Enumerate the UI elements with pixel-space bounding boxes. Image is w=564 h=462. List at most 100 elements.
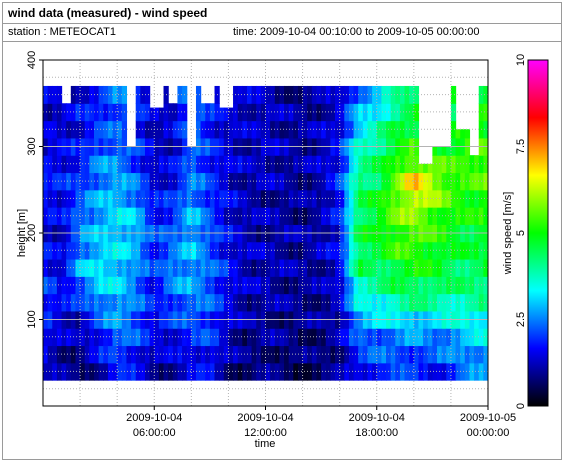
heatmap-cell bbox=[362, 172, 369, 191]
y-tick-label: 200 bbox=[26, 224, 38, 242]
heatmap-cell bbox=[474, 276, 480, 295]
heatmap-cell bbox=[246, 172, 253, 191]
heatmap-cell bbox=[117, 345, 123, 364]
heatmap-cell bbox=[297, 189, 304, 208]
heatmap-cell bbox=[177, 258, 183, 277]
heatmap-cell bbox=[321, 120, 327, 139]
heatmap-cell bbox=[460, 362, 466, 381]
heatmap-cell bbox=[418, 163, 424, 174]
heatmap-cell bbox=[43, 328, 49, 347]
heatmap-cell bbox=[205, 172, 211, 191]
grid-lines bbox=[43, 60, 488, 406]
colorbar-tick-label: 5 bbox=[515, 230, 527, 236]
heatmap-cell bbox=[177, 103, 183, 122]
heatmap-cell bbox=[464, 293, 471, 312]
heatmap-cell bbox=[455, 129, 461, 139]
heatmap-cell bbox=[177, 189, 183, 208]
heatmap-cell bbox=[423, 163, 429, 174]
heatmap-cell bbox=[307, 345, 313, 364]
heatmap-cell bbox=[474, 189, 480, 208]
heatmap-cell bbox=[186, 276, 192, 295]
heatmap-cell bbox=[330, 120, 336, 139]
heatmap-cell bbox=[483, 362, 488, 381]
heatmap-cell bbox=[464, 207, 471, 225]
heatmap-cell bbox=[399, 120, 406, 139]
heatmap-cell bbox=[288, 103, 294, 122]
heatmap-cell bbox=[288, 172, 294, 191]
heatmap-cell bbox=[302, 155, 308, 174]
heatmap-cell bbox=[348, 172, 355, 191]
heatmap-cell bbox=[209, 328, 216, 347]
heatmap-cell bbox=[307, 328, 313, 347]
heatmap-cell bbox=[413, 276, 420, 295]
heatmap-cell bbox=[270, 189, 276, 208]
heatmap-cell bbox=[460, 172, 466, 191]
heatmap-cell bbox=[177, 85, 183, 104]
heatmap-cell bbox=[270, 276, 276, 295]
heatmap-cell bbox=[66, 241, 72, 260]
heatmap-cell bbox=[219, 189, 225, 208]
heatmap-cell bbox=[353, 172, 359, 191]
heatmap-cell bbox=[52, 189, 58, 208]
heatmap-cell bbox=[66, 189, 72, 208]
heatmap-cell bbox=[256, 241, 262, 260]
heatmap-cell bbox=[372, 155, 378, 174]
heatmap-cell bbox=[205, 241, 211, 260]
heatmap-cell bbox=[117, 103, 123, 122]
heatmap-cell bbox=[246, 103, 253, 122]
heatmap-cell bbox=[126, 207, 132, 225]
heatmap-cell bbox=[311, 241, 318, 260]
heatmap-cell bbox=[372, 276, 378, 295]
heatmap-cell bbox=[107, 258, 114, 277]
heatmap-cell bbox=[321, 85, 327, 104]
heatmap-cell bbox=[237, 293, 243, 312]
heatmap-cell bbox=[168, 362, 174, 381]
heatmap-cell bbox=[279, 258, 285, 277]
heatmap-cell bbox=[460, 258, 466, 277]
heatmap-cell bbox=[381, 155, 387, 174]
heatmap-cell bbox=[177, 155, 183, 174]
heatmap-cell bbox=[126, 146, 132, 156]
heatmap-cell bbox=[311, 345, 318, 364]
heatmap-cell bbox=[126, 345, 132, 364]
heatmap-cell bbox=[311, 328, 318, 347]
heatmap-cell bbox=[98, 103, 104, 122]
x-tick-label-time: 12:00:00 bbox=[244, 427, 287, 439]
heatmap-cell bbox=[144, 207, 151, 225]
heatmap-cell bbox=[297, 120, 304, 139]
heatmap-cell bbox=[154, 328, 160, 347]
heatmap-cell bbox=[98, 276, 104, 295]
heatmap-cell bbox=[381, 103, 387, 122]
heatmap-cell bbox=[483, 172, 488, 191]
heatmap-cell bbox=[56, 172, 63, 191]
heatmap-cell bbox=[186, 189, 192, 208]
heatmap-cell bbox=[209, 276, 216, 295]
heatmap-cell bbox=[413, 207, 420, 225]
heatmap-cell bbox=[381, 85, 387, 104]
heatmap-cell bbox=[423, 276, 429, 295]
heatmap-cell bbox=[464, 189, 471, 208]
heatmap-cell bbox=[339, 241, 345, 260]
heatmap-cell bbox=[158, 293, 165, 312]
heatmap-cell bbox=[455, 189, 461, 208]
heatmap-cell bbox=[455, 328, 461, 347]
heatmap-cell bbox=[168, 172, 174, 191]
heatmap-cell bbox=[381, 120, 387, 139]
heatmap-cell bbox=[195, 293, 202, 312]
heatmap-cell bbox=[205, 276, 211, 295]
heatmap-cell bbox=[219, 241, 225, 260]
heatmap-cell bbox=[107, 120, 114, 139]
heatmap-cell bbox=[186, 146, 192, 156]
heatmap-cell bbox=[135, 345, 141, 364]
heatmap-cell bbox=[154, 189, 160, 208]
heatmap-cell bbox=[144, 85, 151, 104]
heatmap-cell bbox=[246, 258, 253, 277]
heatmap-cell bbox=[47, 241, 53, 260]
heatmap-cell bbox=[200, 207, 206, 225]
heatmap-cell bbox=[353, 85, 359, 104]
heatmap-cell bbox=[135, 276, 141, 295]
heatmap-cell bbox=[381, 328, 387, 347]
heatmap-cell bbox=[219, 362, 225, 381]
heatmap-cell bbox=[251, 189, 257, 208]
heatmap-cell bbox=[404, 345, 410, 364]
